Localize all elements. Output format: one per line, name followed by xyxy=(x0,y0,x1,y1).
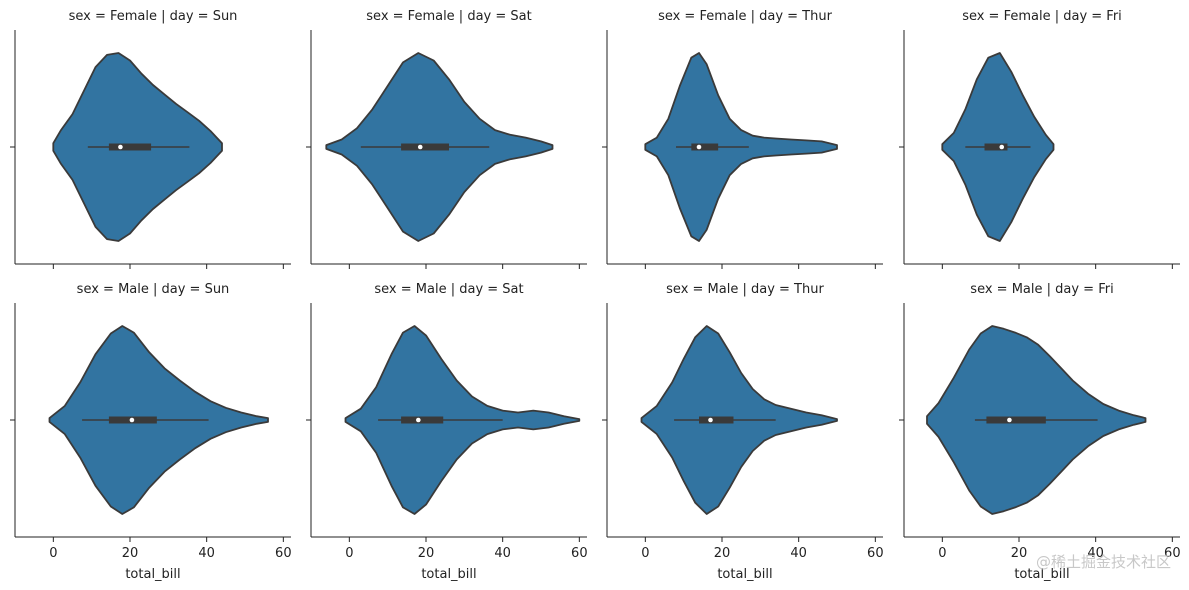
violin-iqr xyxy=(401,143,449,151)
violin-median xyxy=(417,144,423,150)
violin-median xyxy=(416,417,421,423)
x-tick-label: 20 xyxy=(122,546,139,561)
x-tick-label: 40 xyxy=(1087,546,1104,561)
violin-iqr xyxy=(699,416,734,424)
panel-3: sex = Female | day = Fri xyxy=(899,9,1180,269)
violin-median xyxy=(1007,417,1012,423)
panel-0: sex = Female | day = Sun xyxy=(10,9,291,269)
violin-iqr xyxy=(986,416,1046,424)
violin-iqr xyxy=(984,143,1008,151)
x-tick-label: 0 xyxy=(345,546,353,561)
panel-title: sex = Female | day = Fri xyxy=(962,9,1122,24)
x-tick-label: 40 xyxy=(198,546,215,561)
violin-median xyxy=(118,144,123,150)
x-tick-label: 20 xyxy=(418,546,435,561)
x-tick-label: 40 xyxy=(790,546,807,561)
x-tick-label: 0 xyxy=(641,546,649,561)
x-tick-label: 40 xyxy=(494,546,511,561)
panel-title: sex = Male | day = Sat xyxy=(374,282,523,297)
panel-title: sex = Female | day = Thur xyxy=(658,9,833,24)
x-axis-label: total_bill xyxy=(1014,567,1069,582)
violin-iqr xyxy=(108,143,152,151)
panel-title: sex = Female | day = Sat xyxy=(366,9,531,24)
panel-6: sex = Male | day = Thur 0 20 40 60 total_bill xyxy=(602,282,884,582)
x-axis-label: total_bill xyxy=(717,567,772,582)
panel-title: sex = Male | day = Fri xyxy=(970,282,1113,297)
x-tick-label: 20 xyxy=(1011,546,1028,561)
panel-title: sex = Female | day = Sun xyxy=(69,9,238,24)
x-tick-label: 0 xyxy=(49,546,57,561)
violin-median xyxy=(999,144,1005,150)
x-tick-label: 20 xyxy=(714,546,731,561)
panel-2: sex = Female | day = Thur xyxy=(602,9,883,269)
x-axis-label: total_bill xyxy=(421,567,476,582)
x-axis-label: total_bill xyxy=(125,567,180,582)
panel-1: sex = Female | day = Sat xyxy=(306,9,587,269)
violin-iqr xyxy=(691,143,719,151)
panel-7: sex = Male | day = Fri 0 20 40 60 total_bill xyxy=(899,282,1181,582)
x-tick-label: 60 xyxy=(571,546,588,561)
panel-title: sex = Male | day = Thur xyxy=(666,282,824,297)
violin-iqr xyxy=(401,416,444,424)
x-tick-label: 60 xyxy=(1164,546,1181,561)
panel-4: sex = Male | day = Sun 0 20 40 60 total_bill xyxy=(10,282,292,582)
watermark: @稀土掘金技术社区 xyxy=(1035,553,1171,571)
x-tick-label: 0 xyxy=(938,546,946,561)
panel-5: sex = Male | day = Sat 0 20 40 60 total_bill xyxy=(306,282,588,582)
x-tick-label: 60 xyxy=(867,546,884,561)
violin-median xyxy=(129,417,135,423)
x-tick-label: 60 xyxy=(275,546,292,561)
violin-median xyxy=(708,417,713,423)
panel-title: sex = Male | day = Sun xyxy=(77,282,230,297)
violin-median xyxy=(696,144,702,150)
